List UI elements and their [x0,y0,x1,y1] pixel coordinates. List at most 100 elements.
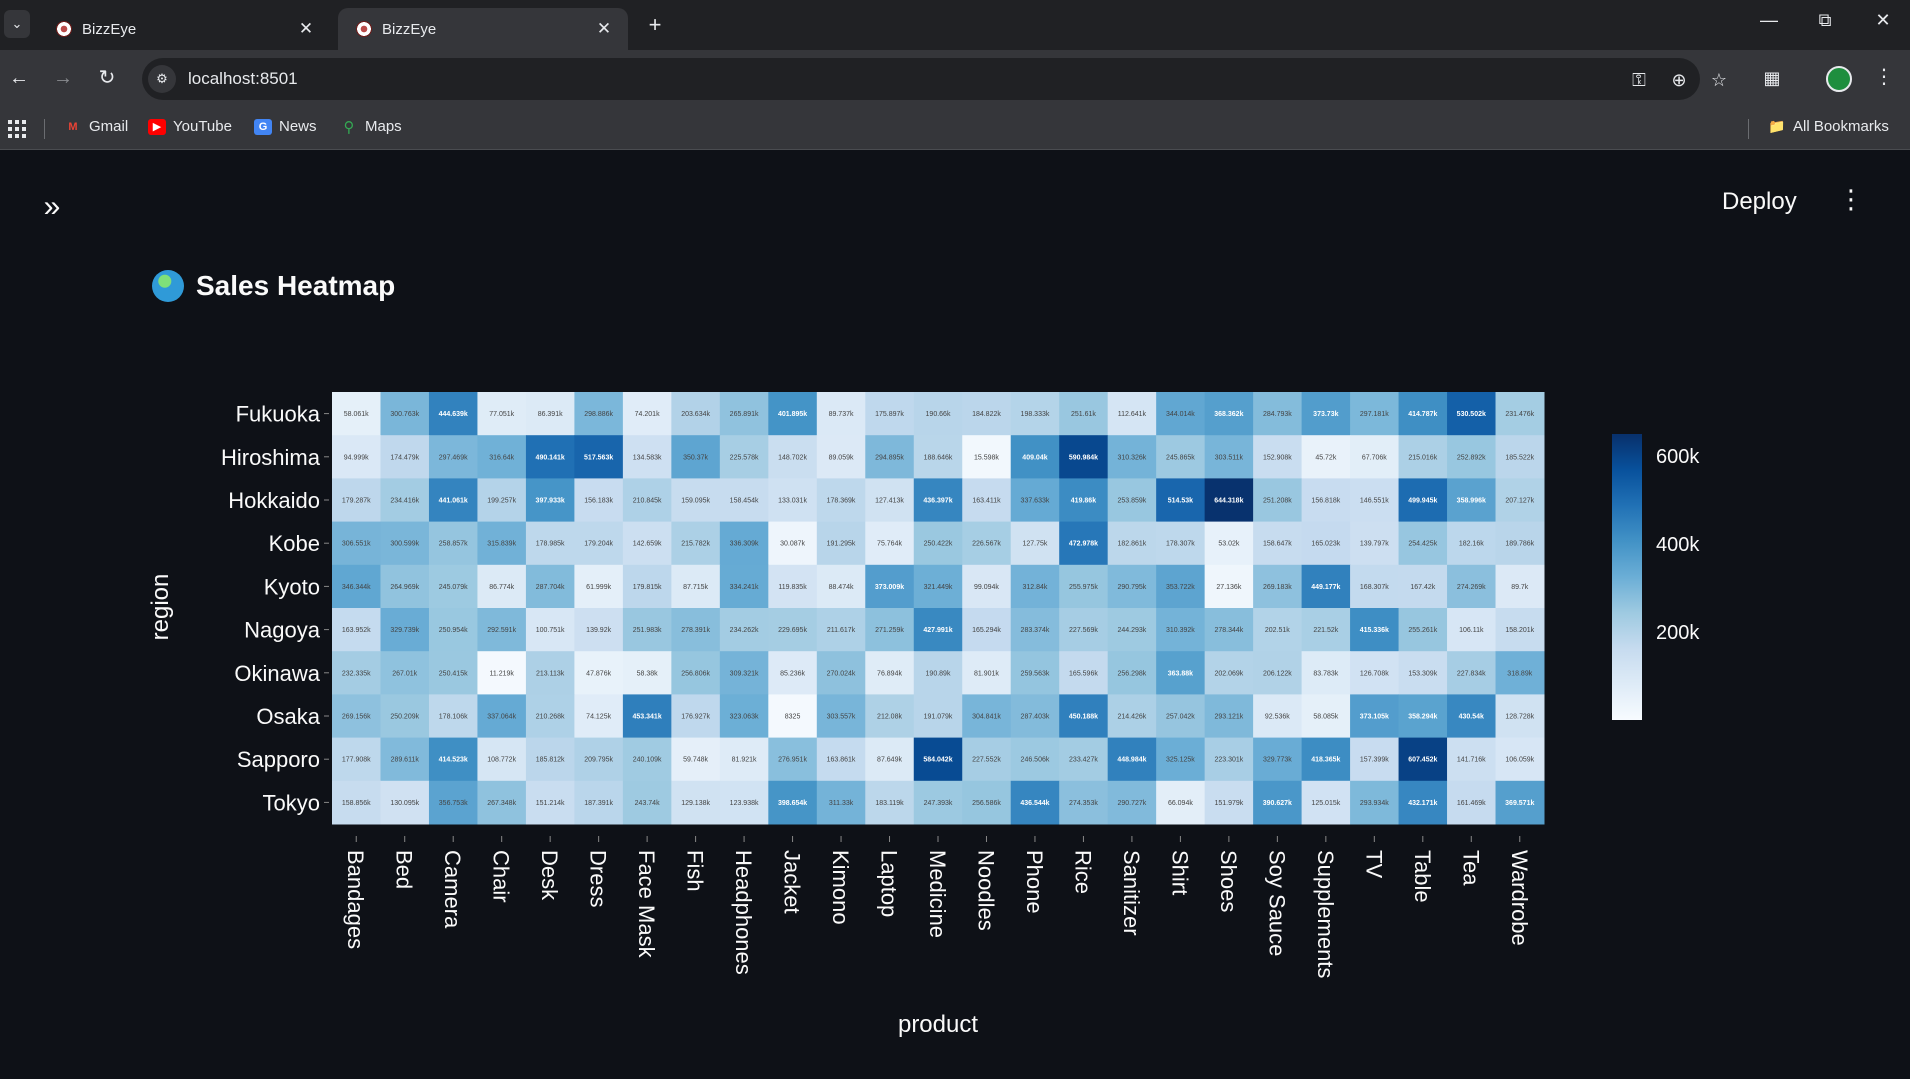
heatmap-cell[interactable] [1253,392,1303,436]
heatmap-cell[interactable] [1107,435,1157,479]
heatmap-cell[interactable] [1010,564,1060,609]
heatmap-cell[interactable] [1059,651,1109,695]
heatmap-cell[interactable] [525,694,575,739]
heatmap-cell[interactable] [1253,737,1303,782]
heatmap-cell[interactable] [428,435,478,479]
heatmap-cell[interactable] [1495,651,1545,695]
heatmap-cell[interactable] [622,435,672,479]
heatmap-cell[interactable] [768,521,818,566]
close-tab-icon[interactable]: ✕ [596,19,612,38]
heatmap-cell[interactable] [1301,564,1351,609]
bookmark-star-icon[interactable]: ☆ [1710,70,1728,90]
heatmap-cell[interactable] [477,780,527,825]
heatmap-cell[interactable] [865,694,915,739]
heatmap-cell[interactable] [332,651,381,695]
heatmap-cell[interactable] [1350,435,1400,479]
heatmap-cell[interactable] [1398,435,1448,479]
browser-tab[interactable]: BizzEye ✕ [38,8,330,50]
heatmap-cell[interactable] [913,694,963,739]
heatmap-cell[interactable] [1495,435,1545,479]
heatmap-cell[interactable] [1107,564,1157,609]
heatmap-cell[interactable] [380,392,430,436]
heatmap-cell[interactable] [1107,521,1157,566]
extensions-puzzle-icon[interactable]: ▦ [1763,68,1781,88]
heatmap-cell[interactable] [1204,780,1254,825]
new-tab-plus-icon[interactable]: + [648,12,662,37]
heatmap-cell[interactable] [1059,392,1109,436]
heatmap-cell[interactable] [477,435,527,479]
heatmap-cell[interactable] [1010,521,1060,566]
heatmap-cell[interactable] [477,392,527,436]
heatmap-cell[interactable] [525,737,575,782]
password-key-icon[interactable]: ⚿ [1632,70,1646,90]
heatmap-cell[interactable] [865,608,915,652]
heatmap-cell[interactable] [865,435,915,479]
address-url[interactable]: localhost:8501 [188,69,298,88]
heatmap-cell[interactable] [1010,780,1060,825]
heatmap-cell[interactable] [865,780,915,825]
reload-icon[interactable]: ↻ [98,67,116,89]
heatmap-cell[interactable] [622,608,672,652]
heatmap-cell[interactable] [1350,780,1400,825]
heatmap-cell[interactable] [768,737,818,782]
heatmap-cell[interactable] [913,651,963,695]
heatmap-cell[interactable] [477,521,527,566]
heatmap-cell[interactable] [671,694,721,739]
heatmap-cell[interactable] [574,694,624,739]
heatmap-cell[interactable] [671,478,721,523]
heatmap-cell[interactable] [1495,564,1545,609]
heatmap-cell[interactable] [525,478,575,523]
heatmap-cell[interactable] [477,651,527,695]
heatmap-cell[interactable] [913,478,963,523]
sales-heatmap-chart[interactable]: 58.061k 300.763k 444.639k 77.051k 86.391k 298… [0,150,1910,1079]
heatmap-cell[interactable] [962,608,1012,652]
heatmap-cell[interactable] [622,478,672,523]
heatmap-cell[interactable] [1059,780,1109,825]
heatmap-cell[interactable] [525,651,575,695]
heatmap-cell[interactable] [671,737,721,782]
heatmap-cell[interactable] [1447,392,1497,436]
heatmap-cell[interactable] [1156,478,1206,523]
heatmap-cell[interactable] [865,478,915,523]
heatmap-cell[interactable] [477,694,527,739]
heatmap-cell[interactable] [332,392,381,436]
heatmap-cell[interactable] [768,478,818,523]
heatmap-cell[interactable] [1398,564,1448,609]
heatmap-cell[interactable] [719,608,769,652]
heatmap-cell[interactable] [622,694,672,739]
heatmap-cell[interactable] [332,435,381,479]
heatmap-cell[interactable] [1204,521,1254,566]
heatmap-cell[interactable] [1398,608,1448,652]
heatmap-cell[interactable] [428,780,478,825]
heatmap-cell[interactable] [768,435,818,479]
heatmap-cell[interactable] [1107,478,1157,523]
heatmap-cell[interactable] [1156,521,1206,566]
heatmap-cell[interactable] [1156,435,1206,479]
heatmap-cell[interactable] [1204,478,1254,523]
heatmap-cell[interactable] [816,651,866,695]
heatmap-cell[interactable] [1301,435,1351,479]
heatmap-cell[interactable] [574,651,624,695]
heatmap-cell[interactable] [1059,608,1109,652]
heatmap-cell[interactable] [1447,694,1497,739]
heatmap-cell[interactable] [332,780,381,825]
heatmap-cell[interactable] [913,435,963,479]
heatmap-cell[interactable] [622,392,672,436]
heatmap-cell[interactable] [428,392,478,436]
bookmark-maps[interactable]: ⚲ Maps [340,118,402,136]
heatmap-cell[interactable] [1204,608,1254,652]
heatmap-cell[interactable] [1350,564,1400,609]
heatmap-cell[interactable] [962,780,1012,825]
heatmap-cell[interactable] [816,608,866,652]
heatmap-cell[interactable] [380,478,430,523]
heatmap-cell[interactable] [671,521,721,566]
heatmap-cell[interactable] [332,478,381,523]
heatmap-cell[interactable] [332,737,381,782]
heatmap-cell[interactable] [1301,392,1351,436]
heatmap-cell[interactable] [913,564,963,609]
heatmap-cell[interactable] [1204,737,1254,782]
heatmap-cell[interactable] [1350,608,1400,652]
heatmap-cell[interactable] [1156,737,1206,782]
heatmap-cell[interactable] [622,521,672,566]
heatmap-cell[interactable] [719,435,769,479]
